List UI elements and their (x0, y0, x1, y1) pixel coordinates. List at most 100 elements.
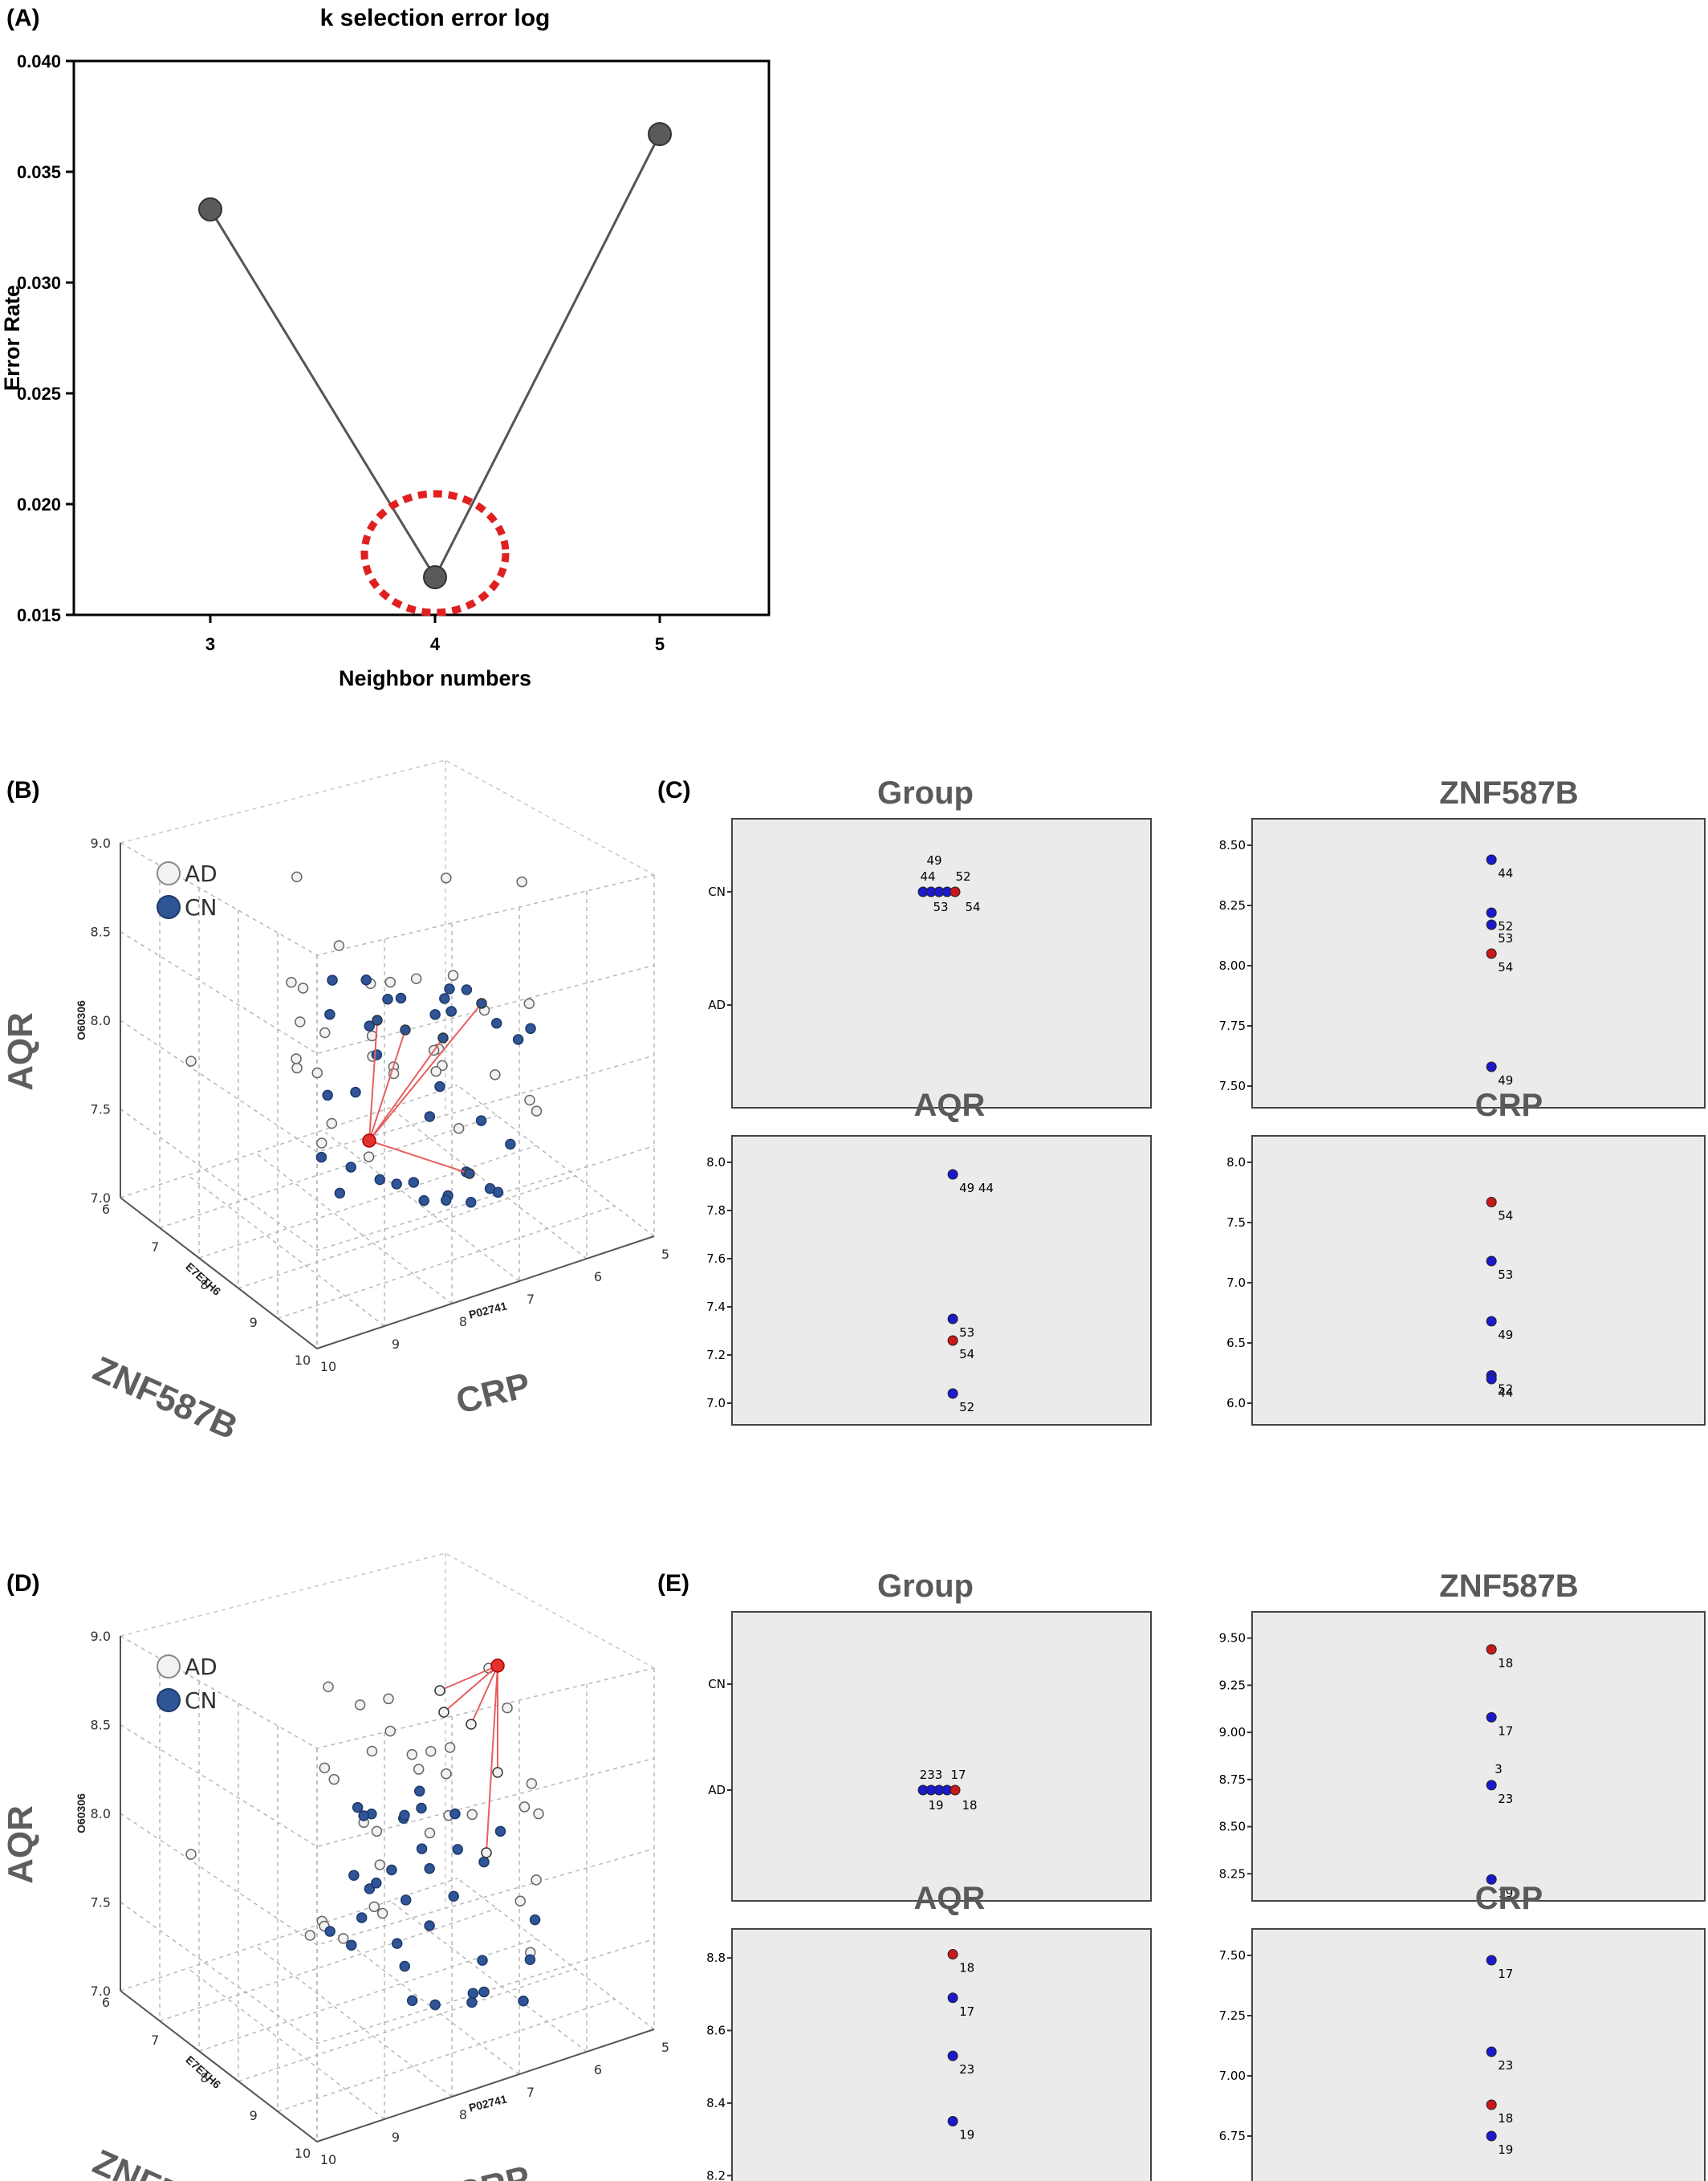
vertical-axis-code: O60306 (75, 1000, 87, 1040)
y-tick-label: 8.0 (706, 1155, 726, 1170)
cn-point (452, 1844, 463, 1855)
data-point (1486, 854, 1497, 865)
data-point (947, 2050, 958, 2061)
legend-ad-marker (157, 861, 181, 885)
y-tick-label: AD (708, 998, 726, 1012)
right-tick-label: 5 (661, 2040, 669, 2055)
cn-point (371, 1049, 383, 1060)
point-label: 18 (962, 1798, 977, 1813)
panel-label: (B) (6, 777, 40, 804)
cn-point (391, 1178, 402, 1190)
ad-point (354, 1699, 366, 1711)
point-label: 23 (959, 2062, 974, 2077)
cn-point (525, 1023, 536, 1035)
ad-point (410, 973, 422, 985)
cn-point (324, 1008, 336, 1020)
legend-cn-marker (157, 1688, 181, 1712)
y-tick-label: 8.25 (1219, 898, 1246, 913)
right-tick-label: 5 (661, 1247, 669, 1262)
ad-point (524, 1094, 535, 1106)
data-point (1486, 1316, 1497, 1327)
ad-point (323, 1681, 334, 1693)
cn-point (478, 1856, 490, 1868)
right-axis-code: P02741 (467, 1299, 508, 1320)
left-tick-label: 6 (102, 1995, 110, 2010)
cn-point (505, 1138, 516, 1150)
y-tick-label: 0.035 (17, 162, 61, 182)
cn-point (414, 1785, 425, 1797)
cn-point (364, 1883, 376, 1894)
point-label: 53 (959, 1325, 974, 1340)
point-label: 18 (959, 1961, 974, 1976)
ad-point (441, 1768, 452, 1780)
neighbor-point (466, 1719, 477, 1730)
point-label: 44 (920, 869, 935, 884)
focal-point (1486, 1644, 1497, 1655)
point-label: 53 (1498, 1268, 1513, 1282)
cn-point (529, 1914, 541, 1926)
vertical-axis-title: AQR (1, 1805, 40, 1884)
ad-point (516, 876, 527, 888)
left-tick-label: 10 (295, 1353, 311, 1368)
data-point (1486, 1061, 1497, 1072)
legend-ad-label: AD (185, 1654, 218, 1680)
data-point (423, 565, 447, 590)
subplot-title: ZNF587B (1439, 775, 1578, 811)
neighbor-line (368, 1019, 378, 1141)
subplot-title: AQR (914, 1088, 986, 1123)
cn-point (429, 1009, 441, 1020)
cn-point (467, 1988, 479, 1999)
ad-point (441, 872, 452, 884)
y-tick-label: 7.0 (706, 1396, 726, 1410)
cn-point (382, 994, 393, 1005)
focal-point (950, 1784, 961, 1796)
point-label: 54 (959, 1347, 974, 1361)
vertical-tick-label: 9.0 (91, 1629, 111, 1644)
point-label: 18 (1498, 2111, 1513, 2126)
floor-gridline (322, 1129, 520, 1282)
focal-point (950, 886, 961, 897)
panel-label: (D) (6, 1570, 40, 1597)
subplot-frame (1251, 1135, 1706, 1426)
data-point (1486, 907, 1497, 918)
focal-point (947, 1949, 958, 1960)
point-label: 54 (1498, 960, 1513, 975)
subplot-title: CRP (1475, 1881, 1543, 1916)
data-point (1486, 1780, 1497, 1791)
y-tick-label: 7.2 (706, 1348, 726, 1362)
y-tick-label: AD (708, 1783, 726, 1797)
ad-point (368, 1901, 380, 1913)
focal-point (1486, 2099, 1497, 2110)
cn-point (445, 1006, 458, 1017)
y-tick-label: 7.0 (1226, 1276, 1246, 1290)
point-label: 18 (1498, 1656, 1513, 1670)
neighbor-line (439, 1665, 498, 1691)
neighbor-point (437, 1032, 449, 1044)
ad-point (326, 1117, 338, 1129)
cn-point (512, 1034, 524, 1045)
cube-front-edge (120, 1990, 655, 2143)
cn-point (424, 1920, 435, 1931)
ad-point (376, 1907, 388, 1919)
ad-point (319, 1762, 331, 1774)
left-tick-label: 8 (200, 2070, 208, 2085)
point-label: 52 (959, 1400, 974, 1414)
subplot-title: Group (877, 1569, 974, 1604)
neighbor-line (368, 1029, 406, 1141)
ad-point (304, 1930, 316, 1941)
point-label: 53 (1498, 931, 1513, 946)
right-tick-label: 7 (527, 2085, 535, 2100)
neighbor-line (486, 1665, 498, 1853)
floor-gridline (198, 1938, 537, 2052)
cn-point (345, 1162, 356, 1173)
cube-top-edge (120, 1552, 655, 1669)
cn-point (334, 1187, 346, 1199)
neighbor-line (470, 1665, 498, 1725)
subplot-frame (731, 818, 1152, 1109)
subplot-title: CRP (1475, 1088, 1543, 1123)
y-tick-label: 8.50 (1219, 1820, 1246, 1834)
ad-point (286, 977, 297, 988)
y-tick-label: 7.6 (706, 1251, 726, 1266)
vertical-tick-label: 9.0 (91, 836, 111, 851)
y-tick-label: 9.25 (1219, 1678, 1246, 1692)
